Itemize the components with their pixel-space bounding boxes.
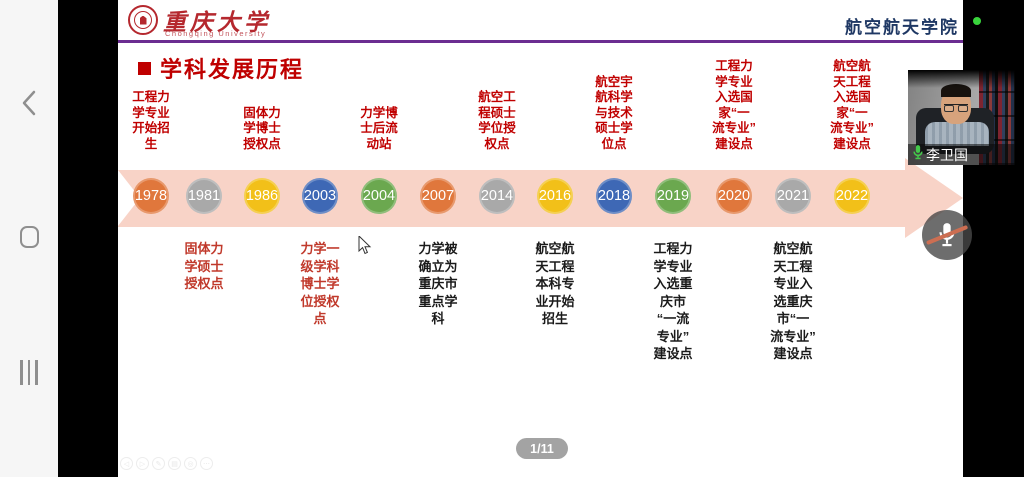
timeline-label-2007: 力学被 确立为 重庆市 重点学 科: [418, 241, 458, 326]
home-button[interactable]: [0, 207, 58, 267]
timeline-year-2003: 2003: [302, 178, 338, 214]
next-slide-icon[interactable]: ▷: [136, 457, 149, 470]
timeline-year-2020: 2020: [716, 178, 752, 214]
back-button[interactable]: [0, 75, 58, 135]
timeline-label-2018: 航空宇 航科学 与技术 硕士学 位点: [595, 74, 633, 151]
participant-video-thumbnail[interactable]: 李卫国: [908, 70, 1015, 165]
participant-name: 李卫国: [926, 146, 968, 163]
timeline-label-2020: 工程力 学专业 入选国 家“一 流专业” 建设点: [712, 59, 756, 151]
slide-area: 重庆大学 Chongqing University 航空航天学院 学科发展历程 …: [118, 0, 963, 477]
title-bullet-icon: [138, 61, 151, 75]
university-name-en: Chongqing University: [165, 29, 267, 38]
timeline-label-2022: 航空航 天工程 入选国 家“一 流专业” 建设点: [830, 59, 874, 151]
home-icon: [19, 226, 39, 248]
participant-mic-icon: [912, 144, 924, 165]
timeline-label-1986: 固体力 学博士 授权点: [243, 105, 281, 151]
university-name: 重庆大学: [163, 9, 271, 36]
timeline-label-2004: 力学博 士后流 动站: [360, 105, 398, 151]
recents-icon: [20, 359, 38, 385]
mouse-cursor: [358, 234, 372, 261]
pen-icon[interactable]: ✎: [152, 457, 165, 470]
timeline-year-2016: 2016: [537, 178, 573, 214]
participant-name-bar: 李卫国: [908, 144, 1015, 165]
timeline-year-2004: 2004: [361, 178, 397, 214]
annotation-toolbar: ◁ ▷ ✎ ▤ ◎ ⋯: [120, 457, 213, 470]
page-indicator: 1/11: [516, 438, 568, 459]
timeline-label-2019: 工程力 学专业 入选重 庆市 “一流 专业” 建设点: [653, 241, 693, 361]
participant-glasses: [944, 104, 968, 112]
timeline-year-2007: 2007: [420, 178, 456, 214]
recents-button[interactable]: [0, 342, 58, 402]
timeline-year-1978: 1978: [133, 178, 169, 214]
timeline-label-2016: 航空航 天工程 本科专 业开始 招生: [535, 241, 575, 326]
timeline-label-1978: 工程力 学专业 开始招 生: [132, 90, 170, 151]
college-name: 航空航天学院: [845, 18, 959, 37]
timeline-year-2018: 2018: [596, 178, 632, 214]
timeline-year-2014: 2014: [479, 178, 515, 214]
prev-slide-icon[interactable]: ◁: [120, 457, 133, 470]
timeline-notch: [118, 170, 140, 226]
eraser-icon[interactable]: ▤: [168, 457, 181, 470]
timeline-year-2021: 2021: [775, 178, 811, 214]
slide-title-row: 学科发展历程: [138, 52, 304, 84]
participant-body: [925, 122, 989, 146]
more-icon[interactable]: ⋯: [200, 457, 213, 470]
timeline: 1978 工程力 学专业 开始招 生 1981 固体力 学硕士 授权点 1986 固体力 …: [118, 0, 963, 477]
timeline-year-1981: 1981: [186, 178, 222, 214]
timeline-year-2019: 2019: [655, 178, 691, 214]
university-seal-icon: [128, 5, 158, 35]
android-nav-bar: [0, 0, 58, 477]
timeline-label-1981: 固体力 学硕士 授权点: [184, 241, 224, 291]
timeline-label-2021: 航空航 天工程 专业入 选重庆 市“一 流专业” 建设点: [770, 241, 816, 361]
slide-title: 学科发展历程: [160, 57, 305, 82]
timeline-year-2022: 2022: [834, 178, 870, 214]
thumbnail-shade: [908, 70, 1015, 88]
timeline-label-2003: 力学一 级学科 博士学 位授权 点: [300, 241, 340, 326]
header-divider: [118, 40, 963, 43]
magnifier-icon[interactable]: ◎: [184, 457, 197, 470]
timeline-year-1986: 1986: [244, 178, 280, 214]
timeline-label-2014: 航空工 程硕士 学位授 权点: [478, 90, 516, 151]
recording-status-dot: [973, 17, 981, 25]
mute-microphone-button[interactable]: [922, 210, 972, 260]
back-chevron-icon: [21, 89, 37, 122]
